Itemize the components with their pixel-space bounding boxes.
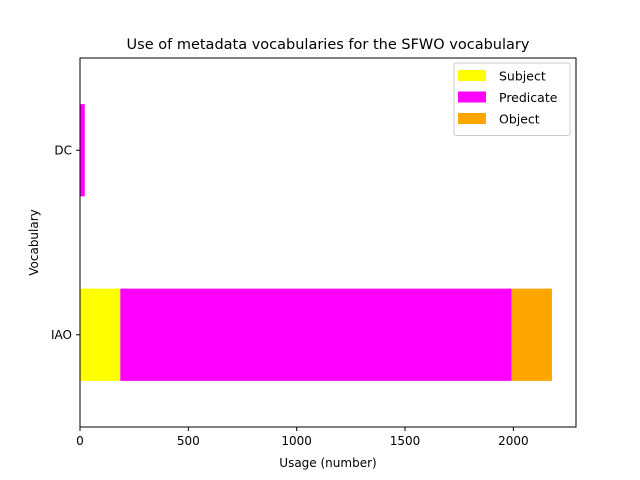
bar-iao-predicate <box>120 288 512 381</box>
legend-swatch-subject <box>458 70 486 81</box>
bar-iao-subject <box>80 288 121 381</box>
x-axis-label: Usage (number) <box>279 456 376 470</box>
x-axis: 0 500 1000 1500 2000 <box>76 427 529 448</box>
x-tick-label: 0 <box>76 434 84 448</box>
y-tick-label: DC <box>54 143 72 157</box>
x-tick-label: 1500 <box>390 434 421 448</box>
x-tick-label: 1000 <box>281 434 312 448</box>
y-tick-label: IAO <box>51 328 72 342</box>
y-axis: IAO DC <box>51 143 80 342</box>
chart-title: Use of metadata vocabularies for the SFW… <box>127 37 530 53</box>
y-axis-label: Vocabulary <box>27 209 41 276</box>
legend-label-predicate: Predicate <box>499 90 558 105</box>
x-tick-label: 2000 <box>498 434 529 448</box>
plot-area <box>80 104 552 381</box>
plot-frame <box>79 57 577 428</box>
legend-swatch-predicate <box>458 91 486 103</box>
bar-dc-predicate <box>80 104 85 197</box>
legend-label-subject: Subject <box>499 69 546 84</box>
legend: Subject Predicate Object <box>453 62 571 136</box>
bar-iao-object <box>511 288 552 381</box>
legend-label-object: Object <box>499 112 540 127</box>
x-tick-label: 500 <box>177 434 200 448</box>
legend-swatch-object <box>458 113 486 124</box>
